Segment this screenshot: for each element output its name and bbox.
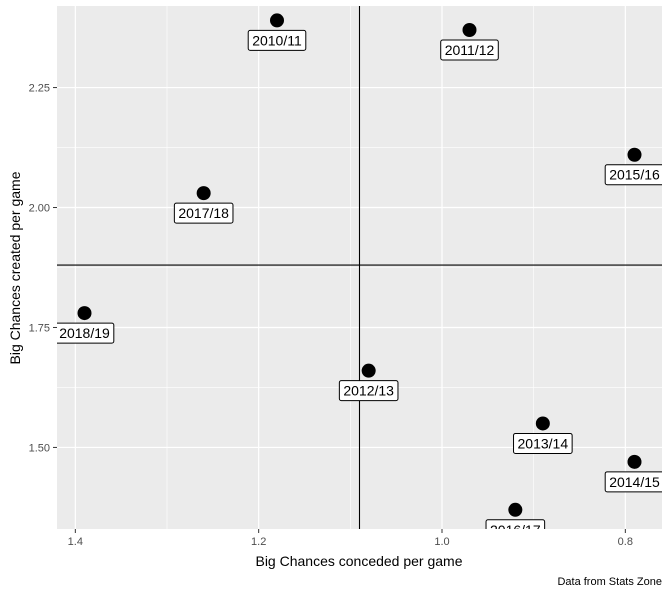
point-label-box [338, 380, 399, 402]
point-label-text: 2012/13 [343, 383, 394, 399]
point-label: 2010/11 [247, 29, 307, 51]
data-point [270, 13, 284, 28]
point-label: 2013/14 [513, 432, 573, 454]
y-tick-label: 2.25 [29, 83, 50, 95]
x-axis-ticks: 1.4 1.2 1.0 0.8 [68, 529, 633, 548]
point-label-box [604, 471, 662, 493]
x-tick-label: 1.4 [68, 536, 83, 548]
data-point [627, 454, 642, 469]
point-label-text: 2013/14 [518, 435, 569, 451]
data-point [462, 22, 477, 37]
point-label-box [247, 29, 307, 51]
x-tick-label: 1.2 [251, 536, 266, 548]
point-label: 2017/18 [173, 202, 234, 224]
x-tick-label: 1.0 [434, 536, 449, 548]
point-label-box [604, 164, 662, 186]
point-label-text: 2018/19 [59, 325, 110, 341]
point-label: 2012/13 [338, 380, 399, 402]
point-label: 2015/16 [604, 164, 662, 186]
point-label: 2018/19 [57, 322, 115, 344]
point-label-text: 2011/12 [445, 42, 495, 58]
data-point [196, 186, 211, 201]
point-label-text: 2016/17 [490, 522, 541, 538]
point-label-text: 2014/15 [609, 474, 660, 490]
data-point [508, 502, 523, 517]
point-label-box [485, 519, 546, 529]
data-point [627, 147, 642, 162]
point-label: 2014/15 [604, 471, 662, 493]
y-tick-label: 1.75 [29, 322, 50, 334]
point-label-text: 2015/16 [609, 167, 660, 183]
point-label-box [440, 39, 499, 61]
data-points [77, 13, 642, 517]
point-label-box [513, 432, 573, 454]
point-label-box [57, 322, 115, 344]
reference-lines [57, 6, 662, 529]
data-point [361, 363, 376, 378]
caption: Data from Stats Zone [557, 576, 662, 588]
x-axis-title: Big Chances conceded per game [255, 553, 462, 569]
data-point [535, 416, 550, 431]
y-tick-label: 1.50 [29, 442, 50, 454]
y-axis-ticks: 1.50 1.75 2.00 2.25 [29, 83, 57, 454]
y-tick-label: 2.00 [29, 203, 50, 215]
point-labels: 2010/11 2011/12 2015/16 2017/18 2018/19 2012/… [57, 29, 662, 538]
y-axis-title: Big Chances created per game [7, 171, 23, 364]
point-label-text: 2010/11 [252, 32, 302, 48]
point-label-text: 2017/18 [178, 205, 229, 221]
x-tick-label: 0.8 [618, 536, 633, 548]
point-label: 2011/12 [440, 39, 499, 61]
point-label-box [173, 202, 234, 224]
data-point [77, 306, 92, 321]
point-label: 2016/17 [485, 519, 546, 538]
